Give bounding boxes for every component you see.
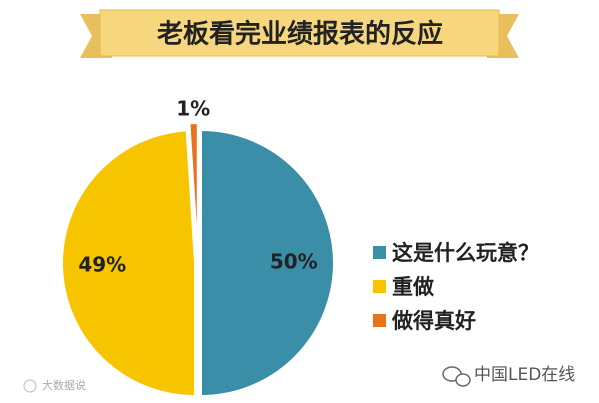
watermark-icon — [23, 379, 37, 393]
data-label: 49% — [78, 253, 126, 277]
legend-swatch — [373, 246, 386, 259]
watermark: 中国LED在线 — [474, 365, 575, 385]
legend-label: 做得真好 — [391, 309, 476, 333]
legend-swatch — [373, 314, 386, 327]
pie-slice — [188, 122, 199, 257]
wechat-bubble — [455, 373, 471, 387]
legend-label: 这是什么玩意？ — [392, 241, 539, 265]
legend-swatch — [373, 280, 386, 293]
legend-label: 重做 — [392, 275, 434, 299]
watermark: 大数据说 — [42, 378, 86, 392]
chart-title: 老板看完业绩报表的反应 — [157, 19, 443, 50]
wechat-icon — [442, 366, 471, 387]
pie-slice — [200, 128, 335, 398]
banner-body — [99, 9, 500, 57]
title-banner — [80, 9, 519, 58]
data-label: 1% — [176, 97, 210, 121]
pie: 50% 49% 1% — [61, 97, 335, 398]
data-label: 50% — [270, 250, 318, 274]
pie-slice — [61, 129, 197, 398]
